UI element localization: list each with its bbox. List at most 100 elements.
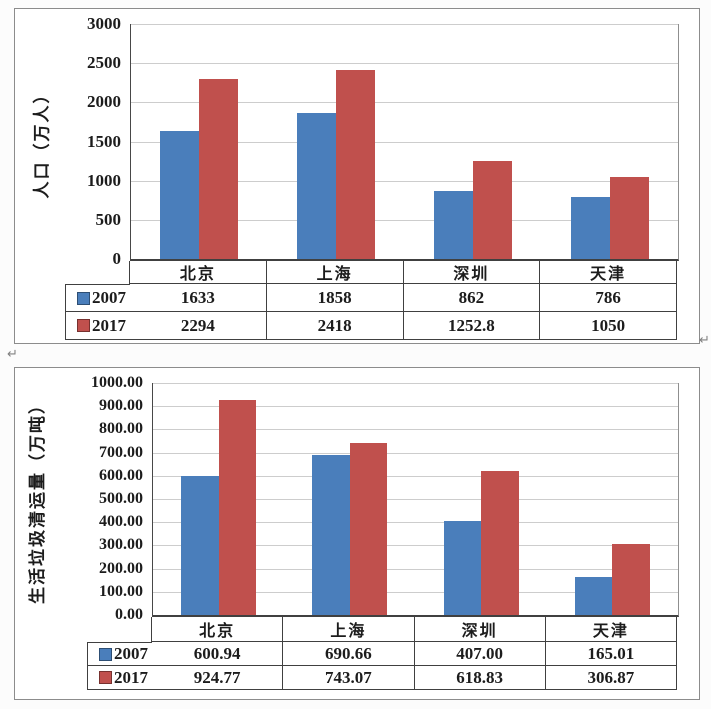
gridline bbox=[131, 24, 678, 25]
bar-2017-北京 bbox=[218, 400, 257, 615]
y-tick-label: 600.00 bbox=[99, 466, 143, 484]
gridline bbox=[153, 591, 678, 593]
table-header-row: 北京 上海 深圳 天津 bbox=[65, 261, 677, 284]
gridline bbox=[153, 545, 678, 547]
category-bar-group bbox=[268, 24, 405, 259]
bar-2007-上海 bbox=[297, 113, 337, 259]
table-value-cell: 306.87 bbox=[545, 666, 677, 690]
bar-2007-天津 bbox=[570, 197, 610, 259]
bar-2017-天津 bbox=[609, 176, 649, 259]
table-series-row: 2007 1633 1858 862 786 bbox=[65, 284, 677, 312]
bar-2017-上海 bbox=[336, 69, 376, 259]
legend-color-swatch bbox=[77, 291, 90, 305]
y-tick-label: 1500 bbox=[87, 131, 121, 151]
bar-2007-天津 bbox=[574, 576, 613, 615]
category-bar-group bbox=[284, 383, 415, 615]
table-corner-cell bbox=[65, 261, 130, 284]
y-tick-label: 700.00 bbox=[99, 443, 143, 461]
legend-cell: 2007 bbox=[65, 284, 130, 312]
gridline bbox=[153, 406, 678, 408]
category-bar-group bbox=[405, 24, 542, 259]
table-category-cell: 上海 bbox=[283, 617, 415, 642]
table-value-cell: 165.01 bbox=[545, 642, 677, 666]
gridline bbox=[131, 219, 678, 221]
y-tick-label: 500 bbox=[95, 209, 122, 229]
bar-series-area bbox=[131, 24, 678, 259]
table-value-cell: 1858 bbox=[266, 284, 404, 312]
table-category-cell: 深圳 bbox=[403, 261, 541, 284]
legend-label: 2017 bbox=[92, 315, 126, 335]
legend-color-swatch bbox=[99, 647, 112, 661]
table-value-cell: 407.00 bbox=[414, 642, 546, 666]
y-tick-label: 900.00 bbox=[99, 397, 143, 415]
y-tick-label: 2500 bbox=[87, 53, 121, 73]
table-series-row: 2007 600.94 690.66 407.00 165.01 bbox=[87, 642, 677, 666]
population-chart: 人口（万人） 3000 2500 2000 1500 1000 500 0 北京 上海 深圳 天津… bbox=[14, 8, 700, 344]
table-header-row: 北京 上海 深圳 天津 bbox=[87, 617, 677, 642]
gridline bbox=[131, 180, 678, 182]
table-category-cell: 上海 bbox=[266, 261, 404, 284]
table-value-cell: 600.94 bbox=[152, 642, 284, 666]
category-bar-group bbox=[153, 383, 284, 615]
y-tick-label: 500.00 bbox=[99, 490, 143, 507]
bar-2017-北京 bbox=[199, 79, 239, 259]
paragraph-mark-icon: ↵ bbox=[7, 347, 18, 362]
table-value-cell: 743.07 bbox=[283, 666, 415, 690]
table-value-cell: 690.66 bbox=[283, 642, 415, 666]
bar-2007-深圳 bbox=[443, 520, 482, 615]
table-value-cell: 1252.8 bbox=[403, 312, 541, 340]
data-table: 北京 上海 深圳 天津 2007 600.94 690.66 407.00 165.01 2017… bbox=[87, 617, 677, 690]
y-tick-label: 300.00 bbox=[99, 536, 143, 554]
gridline bbox=[131, 63, 678, 65]
plot-area bbox=[152, 383, 679, 617]
y-tick-label: 400.00 bbox=[99, 513, 143, 531]
table-series-row: 2017 2294 2418 1252.8 1050 bbox=[65, 312, 677, 340]
category-bar-group bbox=[131, 24, 268, 259]
legend-label: 2017 bbox=[114, 667, 148, 687]
table-value-cell: 862 bbox=[403, 284, 541, 312]
legend-label: 2007 bbox=[92, 288, 126, 307]
plot-area bbox=[130, 24, 679, 261]
table-category-cell: 天津 bbox=[540, 261, 677, 284]
bar-series-area bbox=[153, 383, 678, 615]
table-value-cell: 1633 bbox=[130, 284, 267, 312]
legend-color-swatch bbox=[99, 671, 112, 684]
bar-2017-深圳 bbox=[472, 160, 512, 259]
y-tick-label: 200.00 bbox=[99, 559, 143, 577]
gridline bbox=[153, 383, 678, 384]
bar-2007-上海 bbox=[312, 454, 350, 615]
bar-2017-深圳 bbox=[481, 471, 519, 615]
y-tick-label: 800.00 bbox=[99, 420, 143, 438]
gridline bbox=[131, 141, 678, 143]
y-tick-label: 1000.00 bbox=[91, 374, 143, 391]
y-tick-label: 2000 bbox=[87, 92, 121, 112]
table-category-cell: 北京 bbox=[152, 617, 284, 642]
y-tick-label: 0 bbox=[112, 249, 122, 268]
category-bar-group bbox=[541, 24, 678, 259]
y-tick-label: 1000 bbox=[87, 170, 121, 190]
y-axis-ticks: 1000.00 900.00 800.00 700.00 600.00 500.00 400… bbox=[15, 374, 143, 623]
table-value-cell: 1050 bbox=[540, 312, 677, 340]
table-value-cell: 786 bbox=[540, 284, 677, 312]
legend-cell: 2017 bbox=[65, 312, 130, 340]
table-category-cell: 天津 bbox=[545, 617, 677, 642]
legend-cell: 2007 bbox=[87, 642, 152, 666]
legend-label: 2007 bbox=[114, 644, 148, 663]
y-tick-label: 3000 bbox=[87, 14, 121, 33]
paragraph-mark-icon: ↵ bbox=[699, 333, 710, 348]
y-tick-label: 0.00 bbox=[115, 606, 143, 623]
bar-2007-北京 bbox=[160, 131, 200, 259]
table-value-cell: 924.77 bbox=[152, 666, 284, 690]
gridline bbox=[153, 429, 678, 431]
y-tick-label: 100.00 bbox=[99, 582, 143, 600]
bar-2017-上海 bbox=[349, 442, 388, 615]
gridline bbox=[153, 499, 678, 500]
bar-2007-深圳 bbox=[433, 191, 473, 259]
gridline bbox=[153, 568, 678, 570]
gridline bbox=[153, 522, 678, 524]
legend-color-swatch bbox=[77, 319, 90, 332]
table-value-cell: 2294 bbox=[130, 312, 267, 340]
data-table: 北京 上海 深圳 天津 2007 1633 1858 862 786 2017 2294 2418 12… bbox=[65, 261, 677, 340]
category-bar-group bbox=[547, 383, 678, 615]
